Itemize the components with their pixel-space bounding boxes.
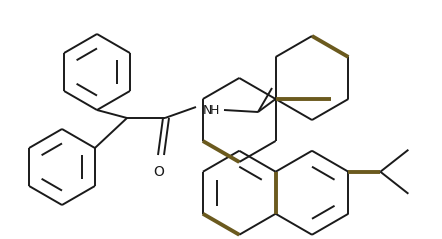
Text: H: H [210, 103, 219, 116]
Text: N: N [203, 103, 212, 116]
Text: O: O [153, 165, 164, 179]
